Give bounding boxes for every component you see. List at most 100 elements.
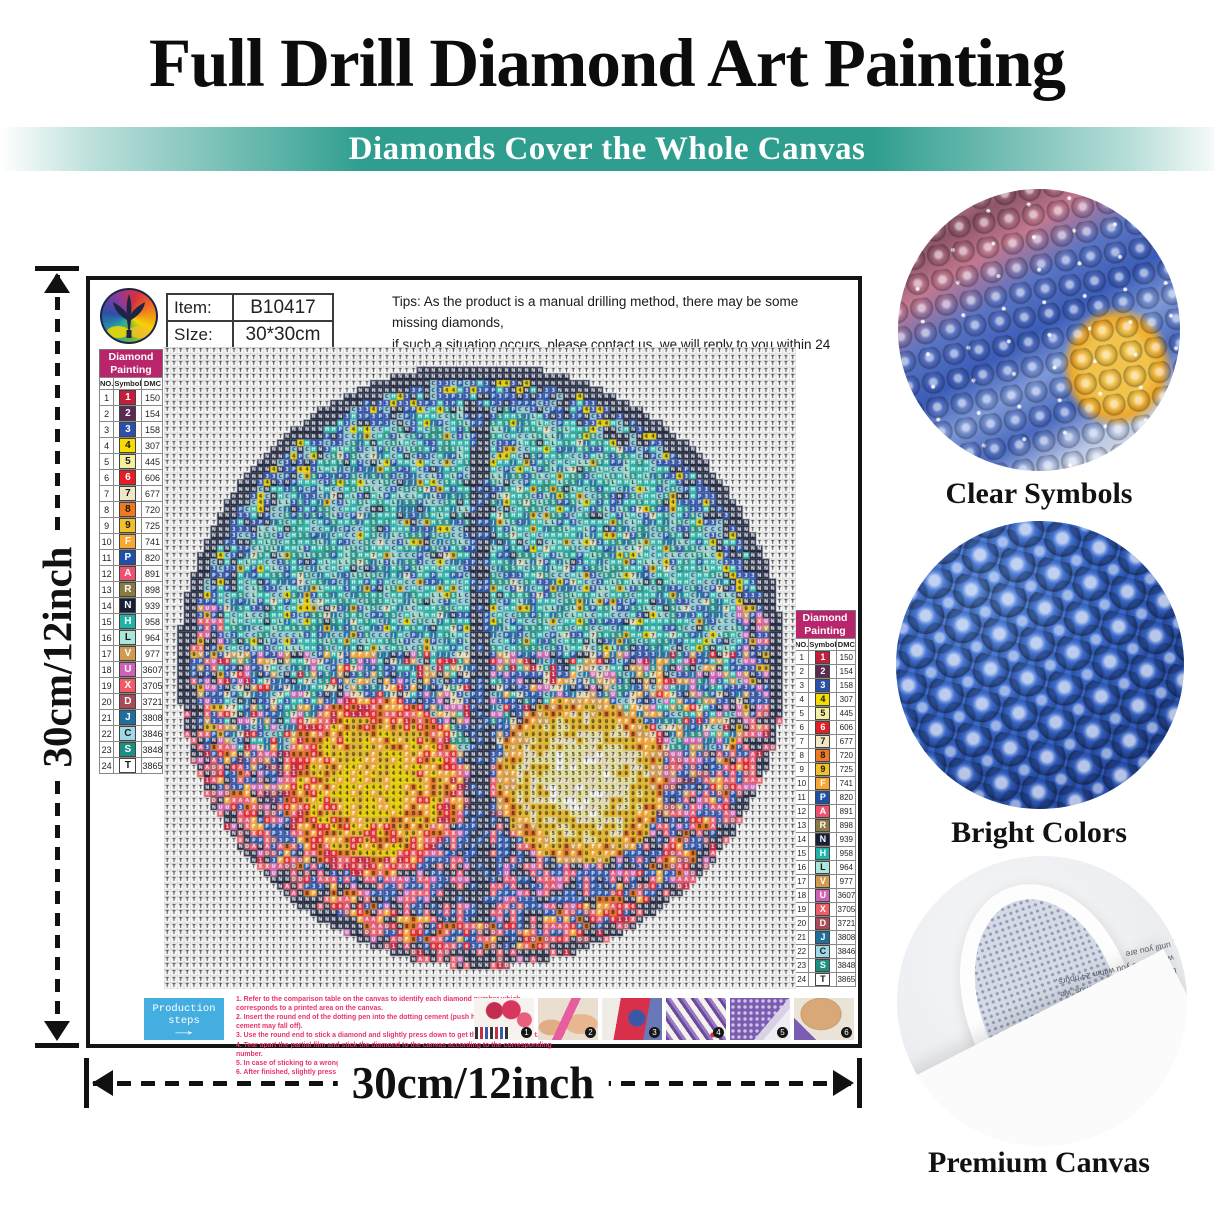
legend-row: 16 L 964 xyxy=(98,629,164,646)
step-photo: 5 xyxy=(730,998,790,1040)
legend-row: 18 U 3607 xyxy=(793,888,857,903)
step-number-badge: 4 xyxy=(713,1027,724,1038)
production-steps-box: Production steps → xyxy=(144,998,224,1040)
legend-row: 17 V 977 xyxy=(98,645,164,662)
legend-row: 17 V 977 xyxy=(793,874,857,889)
production-step: 1. Refer to the comparison table on the … xyxy=(236,996,521,1013)
size-value: 30*30cm xyxy=(232,320,334,349)
arrow-right-icon xyxy=(833,1070,854,1096)
step-photo: 4 xyxy=(666,998,726,1040)
legend-title: Diamond Painting xyxy=(794,610,856,638)
legend-row: 23 S 3848 xyxy=(98,741,164,758)
banner: Diamonds Cover the Whole Canvas xyxy=(0,127,1214,171)
dimension-cap xyxy=(35,1043,79,1048)
vertical-dimension-indicator: 30cm/12inch xyxy=(32,266,82,1048)
legend-row: 20 D 3721 xyxy=(98,693,164,710)
production-steps-label: Production steps xyxy=(152,1003,216,1027)
legend-row: 6 6 606 xyxy=(98,469,164,486)
legend-row: 10 F 741 xyxy=(98,533,164,550)
legend-header: Symbol xyxy=(113,377,143,390)
legend-row: 23 S 3848 xyxy=(793,958,857,973)
legend-row: 13 R 898 xyxy=(98,581,164,598)
legend-row: 20 D 3721 xyxy=(793,916,857,931)
feature-label-clear-symbols: Clear Symbols xyxy=(945,477,1133,510)
drill-dots-texture xyxy=(898,189,1180,471)
legend-row: 3 3 158 xyxy=(98,421,164,438)
step-photos: 1 2 3 4 5 6 xyxy=(474,998,854,1040)
legend-header: NO. xyxy=(793,638,810,651)
dimension-cap xyxy=(35,266,79,271)
legend-row: 3 3 158 xyxy=(793,678,857,693)
step-number-badge: 5 xyxy=(777,1027,788,1038)
legend-row: 9 9 725 xyxy=(793,762,857,777)
legend-row: 1 1 150 xyxy=(98,389,164,406)
step-photo: 2 xyxy=(538,998,598,1040)
feature-photo-bright-colors xyxy=(896,521,1184,809)
horizontal-dimension-indicator: 30cm/12inch xyxy=(84,1056,862,1110)
legend-header: Symbol xyxy=(808,638,838,651)
item-label: Item: xyxy=(166,293,234,322)
legend-row: 7 7 677 xyxy=(793,734,857,749)
right-arrow-icon: → xyxy=(175,1024,193,1039)
legend-row: 2 2 154 xyxy=(793,664,857,679)
legend-row: 12 A 891 xyxy=(793,804,857,819)
legend-row: 15 H 958 xyxy=(98,613,164,630)
vertical-dimension-label: 30cm/12inch xyxy=(33,534,81,780)
legend-row: 5 5 445 xyxy=(793,706,857,721)
legend-title: Diamond Painting xyxy=(99,349,163,377)
legend-row: 15 H 958 xyxy=(793,846,857,861)
brand-logo xyxy=(100,288,158,344)
legend-row: 19 X 3705 xyxy=(793,902,857,917)
tree-of-life-icon xyxy=(107,294,151,338)
legend-row: 9 9 725 xyxy=(98,517,164,534)
size-label: SIze: xyxy=(166,320,234,349)
legend-row: 1 1 150 xyxy=(793,650,857,665)
legend-row: 11 P 820 xyxy=(98,549,164,566)
arrow-up-icon xyxy=(44,273,70,293)
canvas-sheet: Item: B10417 SIze: 30*30cm Tips: As the … xyxy=(86,276,862,1076)
legend-row: 11 P 820 xyxy=(793,790,857,805)
horizontal-dimension-label: 30cm/12inch xyxy=(337,1057,609,1109)
feature-photo-clear-symbols xyxy=(898,189,1180,471)
production-step: 2. Insert the round end of the dotting p… xyxy=(236,1014,535,1031)
item-value: B10417 xyxy=(232,293,334,322)
legend-row: 24 T 3865 xyxy=(793,972,857,987)
legend-row: 4 4 307 xyxy=(793,692,857,707)
legend-row: 22 C 3846 xyxy=(98,725,164,742)
production-step: 4. Tear apart the partial film and stick… xyxy=(236,1041,552,1058)
legend-row: 7 7 677 xyxy=(98,485,164,502)
banner-text: Diamonds Cover the Whole Canvas xyxy=(348,131,866,167)
step-number-badge: 2 xyxy=(585,1027,596,1038)
legend-row: 14 N 939 xyxy=(98,597,164,614)
page-title: Full Drill Diamond Art Painting xyxy=(149,25,1066,101)
legend-table-right: Diamond Painting NO. Symbol DMC 1 1 150 2 2 154 3 3… xyxy=(793,610,857,987)
feature-label-bright-colors: Bright Colors xyxy=(951,816,1127,849)
legend-row: 16 L 964 xyxy=(793,860,857,875)
legend-row: 8 8 720 xyxy=(793,748,857,763)
production-step: 3. Use the round end to stick a diamond … xyxy=(236,1032,539,1040)
legend-header: NO. xyxy=(98,377,115,390)
legend-row: 18 U 3607 xyxy=(98,661,164,678)
legend-row: 22 C 3846 xyxy=(793,944,857,959)
legend-row: 2 2 154 xyxy=(98,405,164,422)
legend-header: DMC xyxy=(836,638,857,651)
legend-row: 8 8 720 xyxy=(98,501,164,518)
step-number-badge: 3 xyxy=(649,1027,660,1038)
diamond-pattern-grid xyxy=(164,347,796,989)
step-photo: 1 xyxy=(474,998,534,1040)
dimension-cap xyxy=(84,1058,89,1108)
feature-photo-premium-canvas: be some missing diamonds, we will reply … xyxy=(897,856,1187,1146)
legend-row: 21 J 3808 xyxy=(98,709,164,726)
dimension-cap xyxy=(857,1058,862,1108)
legend-row: 4 4 307 xyxy=(98,437,164,454)
step-number-badge: 1 xyxy=(521,1027,532,1038)
legend-row: 21 J 3808 xyxy=(793,930,857,945)
legend-row: 14 N 939 xyxy=(793,832,857,847)
drill-dots-texture xyxy=(896,521,1184,809)
tips-line: Tips: As the product is a manual drillin… xyxy=(392,294,799,331)
arrow-down-icon xyxy=(44,1021,70,1041)
step-photo: 6 xyxy=(794,998,854,1040)
legend-row: 13 R 898 xyxy=(793,818,857,833)
item-table: Item: B10417 SIze: 30*30cm xyxy=(166,293,334,349)
legend-row: 24 T 3865 xyxy=(98,757,164,774)
